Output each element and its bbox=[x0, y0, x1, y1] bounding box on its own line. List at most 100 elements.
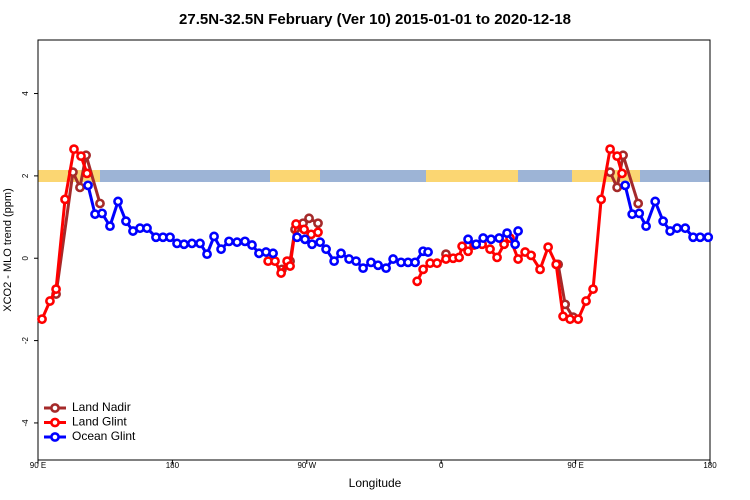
data-point bbox=[60, 194, 70, 205]
legend-label: Land Nadir bbox=[72, 400, 131, 414]
land-strip bbox=[270, 170, 320, 182]
data-point bbox=[695, 232, 706, 243]
data-point bbox=[423, 247, 433, 257]
x-tick-label: 90 E bbox=[30, 461, 46, 470]
data-point bbox=[620, 180, 631, 191]
data-point bbox=[202, 249, 212, 260]
data-point bbox=[142, 223, 152, 234]
legend-label: Ocean Glint bbox=[72, 429, 136, 443]
data-point bbox=[247, 240, 257, 250]
data-point bbox=[703, 232, 714, 243]
data-point bbox=[37, 314, 47, 325]
data-point bbox=[240, 236, 250, 247]
data-point bbox=[588, 284, 598, 295]
y-tick-label: -4 bbox=[21, 419, 30, 427]
data-point bbox=[565, 314, 575, 325]
data-point bbox=[304, 213, 314, 224]
y-tick-label: 4 bbox=[21, 91, 30, 96]
data-point bbox=[321, 244, 331, 255]
legend-marker bbox=[50, 417, 60, 428]
data-point bbox=[526, 250, 536, 261]
data-point bbox=[485, 244, 495, 255]
x-tick-label: 0 bbox=[439, 461, 444, 470]
data-point bbox=[83, 180, 93, 191]
ocean-strip bbox=[38, 170, 710, 182]
data-point bbox=[513, 226, 524, 236]
data-point bbox=[457, 241, 468, 252]
data-point bbox=[410, 257, 420, 268]
x-tick-label: 90 E bbox=[567, 461, 583, 470]
data-point bbox=[209, 231, 219, 242]
data-point bbox=[69, 144, 79, 155]
data-point bbox=[224, 236, 234, 247]
data-point bbox=[617, 168, 627, 179]
legend-marker bbox=[50, 403, 60, 413]
data-point bbox=[95, 198, 105, 209]
data-point bbox=[612, 151, 623, 162]
data-point bbox=[454, 252, 465, 263]
data-point bbox=[499, 239, 509, 250]
x-axis-label: Longitude bbox=[349, 476, 402, 490]
data-point bbox=[307, 239, 317, 250]
series-line bbox=[86, 184, 709, 271]
data-point bbox=[605, 144, 615, 155]
data-point bbox=[315, 237, 325, 248]
y-tick-label: 0 bbox=[21, 255, 30, 260]
y-tick-label: 2 bbox=[21, 173, 30, 178]
data-point bbox=[513, 254, 524, 264]
data-point bbox=[299, 224, 310, 235]
data-point bbox=[641, 221, 651, 232]
data-point bbox=[121, 216, 131, 227]
data-point bbox=[471, 239, 482, 250]
data-point bbox=[51, 284, 61, 295]
data-point bbox=[672, 223, 683, 234]
data-point bbox=[313, 218, 323, 229]
data-point bbox=[291, 219, 301, 229]
data-point bbox=[216, 244, 226, 255]
map-strip bbox=[38, 170, 710, 182]
data-point bbox=[105, 221, 115, 232]
data-point bbox=[612, 182, 623, 193]
data-point bbox=[418, 264, 429, 275]
data-point bbox=[300, 234, 310, 245]
data-point bbox=[285, 261, 295, 271]
data-point bbox=[329, 256, 340, 267]
data-point bbox=[502, 228, 512, 239]
data-point bbox=[432, 258, 442, 269]
data-point bbox=[75, 182, 85, 193]
data-point bbox=[195, 238, 205, 249]
data-point bbox=[510, 239, 521, 250]
chart-title: 27.5N-32.5N February (Ver 10) 2015-01-01… bbox=[179, 11, 571, 28]
data-point bbox=[268, 248, 278, 259]
data-point bbox=[373, 260, 383, 271]
data-point bbox=[658, 216, 669, 227]
data-point bbox=[76, 151, 86, 162]
data-point bbox=[82, 168, 92, 179]
data-point bbox=[276, 268, 287, 278]
data-point bbox=[165, 232, 175, 243]
data-point bbox=[187, 238, 197, 249]
data-point bbox=[232, 237, 242, 248]
data-point bbox=[270, 256, 280, 267]
data-point bbox=[680, 223, 691, 234]
data-point bbox=[358, 263, 368, 274]
legend-marker bbox=[50, 432, 60, 442]
data-point bbox=[388, 254, 399, 264]
data-point bbox=[381, 263, 391, 274]
data-point bbox=[535, 264, 545, 275]
data-point bbox=[492, 252, 502, 263]
data-point bbox=[463, 246, 473, 257]
x-tick-label: 180 bbox=[166, 461, 180, 470]
data-point bbox=[179, 239, 189, 250]
data-point bbox=[463, 234, 473, 245]
land-strip bbox=[426, 170, 518, 182]
data-point bbox=[551, 259, 562, 270]
y-axis-label: XCO2 - MLO trend (ppm) bbox=[2, 188, 14, 311]
data-point bbox=[573, 314, 584, 325]
x-tick-label: 90 W bbox=[297, 461, 316, 470]
data-point bbox=[650, 196, 661, 207]
data-point bbox=[412, 276, 423, 287]
data-point bbox=[97, 208, 107, 219]
data-point bbox=[543, 242, 554, 253]
